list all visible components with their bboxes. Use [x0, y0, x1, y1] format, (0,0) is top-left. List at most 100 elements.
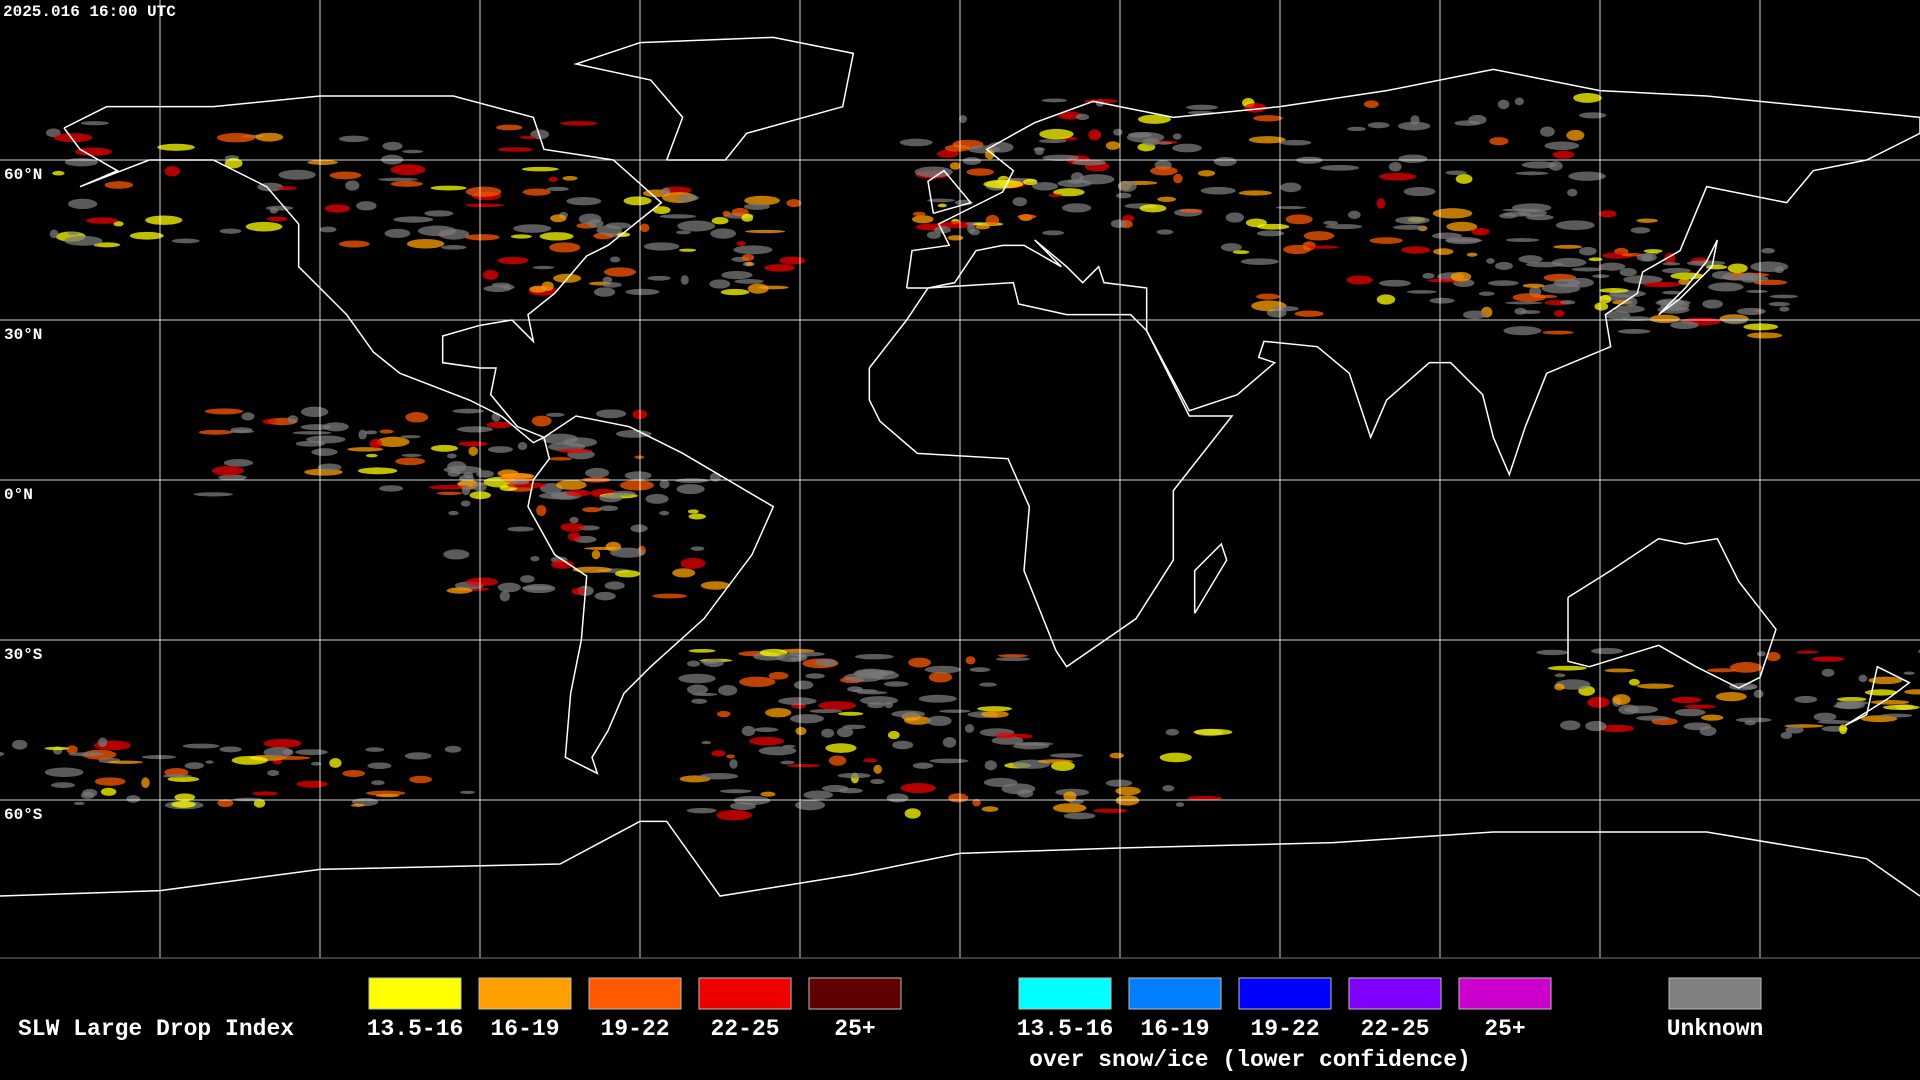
cloud-patch [947, 235, 964, 241]
cloud-patch [1780, 731, 1793, 740]
cloud-patch [430, 444, 458, 452]
cloud-patch [926, 231, 941, 239]
cloud-patch [466, 577, 499, 587]
cloud-patch [1486, 258, 1495, 264]
cloud-patch [912, 211, 926, 217]
cloud-patch [365, 453, 378, 458]
cloud-patch [311, 448, 338, 456]
cloud-patch [604, 581, 625, 590]
cloud-patch [1514, 97, 1524, 106]
cloud-patch [611, 490, 636, 496]
cloud-patch [282, 748, 293, 756]
cloud-patch [1821, 668, 1835, 677]
cloud-patch [218, 474, 247, 481]
cloud-patch [873, 764, 882, 774]
cloud-patch [625, 288, 660, 296]
cloud-patch [659, 214, 697, 219]
cloud-patch [521, 166, 559, 172]
cloud-patch [1518, 255, 1543, 264]
cloud-patch [1678, 278, 1691, 285]
cloud-patch [205, 760, 214, 764]
cloud-patch [891, 710, 926, 718]
cloud-patch [278, 169, 316, 180]
cloud-patch [1835, 700, 1869, 706]
cloud-patch [1063, 812, 1096, 820]
legend-label: 13.5-16 [367, 1016, 464, 1042]
cloud-patch [1555, 220, 1595, 231]
legend-label: 16-19 [490, 1016, 559, 1042]
cloud-patch [1137, 114, 1172, 124]
legend-label: 13.5-16 [1017, 1016, 1114, 1042]
cloud-patch [718, 684, 738, 696]
cloud-patch [364, 430, 378, 435]
cloud-patch [1150, 166, 1178, 176]
cloud-patch [401, 453, 422, 458]
cloud-patch [145, 215, 183, 225]
cloud-patch [1279, 139, 1312, 146]
cloud-patch [995, 732, 1017, 739]
cloud-patch [1636, 218, 1659, 223]
cloud-patch [569, 516, 579, 524]
coastline [1567, 537, 1777, 689]
cloud-patch [566, 197, 602, 206]
cloud-patch [358, 429, 367, 440]
cloud-patch [1560, 720, 1581, 731]
cloud-patch [887, 730, 900, 740]
cloud-patch [1592, 274, 1610, 278]
cloud-patch [53, 133, 93, 143]
cloud-patch [964, 724, 975, 733]
cloud-patch [1367, 122, 1390, 129]
cloud-patch [838, 788, 863, 794]
cloud-patch [686, 807, 717, 814]
cloud-patch [1186, 104, 1218, 111]
cloud-patch [1505, 238, 1540, 243]
cloud-patch [1275, 206, 1307, 210]
cloud-patch [939, 709, 971, 713]
cloud-patch [1613, 305, 1645, 313]
cloud-patch [443, 549, 470, 560]
cloud-patch [224, 158, 243, 169]
cloud-patch [497, 256, 529, 265]
cloud-patch [630, 524, 648, 533]
cloud-patch [1594, 302, 1609, 311]
cloud-patch [530, 556, 540, 562]
cloud-patch [837, 711, 864, 716]
cloud-patch [1525, 261, 1564, 268]
cloud-patch [678, 673, 716, 684]
cloud-patch [1325, 224, 1363, 230]
cloud-patch [1553, 309, 1565, 317]
cloud-patch [182, 743, 220, 749]
cloud-patch [749, 736, 785, 746]
cloud-patch [779, 256, 806, 265]
cloud-patch [1034, 147, 1044, 156]
cloud-patch [585, 467, 610, 478]
cloud-patch [1753, 689, 1764, 698]
cloud-patch [1768, 301, 1790, 307]
cloud-patch [390, 180, 423, 187]
cloud-patch [317, 463, 342, 472]
cloud-patch [981, 710, 1009, 718]
cloud-patch [100, 787, 117, 796]
cloud-patch [601, 282, 622, 288]
cloud-patch [860, 696, 899, 705]
cloud-patch [958, 115, 968, 124]
cloud-patch [378, 177, 419, 182]
cloud-patch [1515, 171, 1549, 176]
cloud-patch [1037, 759, 1074, 764]
cloud-patch [198, 429, 233, 435]
cloud-patch [447, 453, 457, 459]
cloud-patch [531, 415, 552, 427]
cloud-patch [482, 269, 499, 280]
cloud-patch [519, 135, 537, 139]
cloud-patch [1200, 186, 1236, 195]
cloud-patch [1323, 220, 1339, 226]
cloud-patch [1497, 99, 1510, 110]
cloud-patch [424, 210, 454, 217]
cloud-patch [1526, 214, 1554, 221]
cloud-patch [212, 465, 245, 476]
cloud-patch [948, 793, 969, 803]
cloud-patch [1175, 802, 1185, 807]
cloud-patch [780, 760, 795, 765]
cloud-patch [1706, 668, 1737, 673]
cloud-patch [710, 228, 737, 239]
